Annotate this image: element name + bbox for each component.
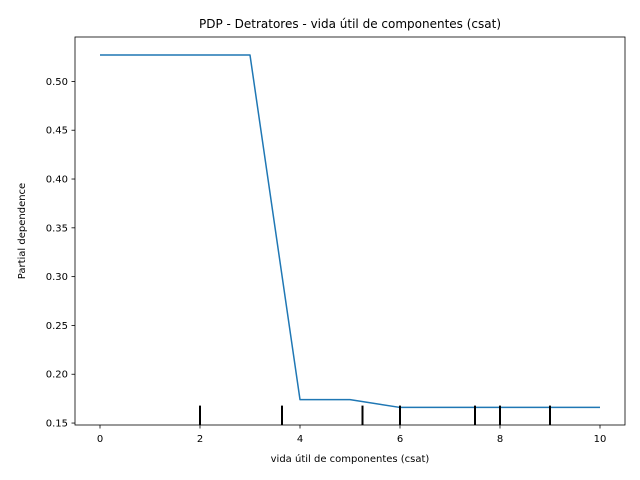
- y-tick-label: 0.50: [46, 77, 68, 88]
- x-axis-label: vida útil de componentes (csat): [271, 453, 430, 465]
- chart-title: PDP - Detratores - vida útil de componen…: [199, 17, 501, 31]
- y-tick-label: 0.15: [46, 419, 68, 430]
- x-tick-label: 10: [594, 434, 607, 445]
- y-axis: 0.15 0.20 0.25 0.30 0.35 0.40 0.45 0.50: [46, 77, 75, 430]
- series-line-0: [100, 54, 600, 409]
- y-tick-label: 0.35: [46, 223, 68, 234]
- x-tick-label: 2: [197, 434, 203, 445]
- y-tick-label: 0.25: [46, 321, 68, 332]
- x-tick-label: 0: [97, 434, 103, 445]
- y-tick-label: 0.20: [46, 370, 68, 381]
- y-tick-label: 0.40: [46, 175, 68, 186]
- x-tick-label: 4: [297, 434, 303, 445]
- x-tick-label: 6: [397, 434, 403, 445]
- y-axis-label: Partial dependence: [17, 183, 28, 279]
- axes-frame: [74, 36, 626, 426]
- y-tick-label: 0.30: [46, 272, 68, 283]
- x-axis: 0 2 4 6 8 10: [97, 425, 607, 445]
- plot-area: [74, 36, 626, 426]
- y-tick-label: 0.45: [46, 126, 68, 137]
- x-tick-label: 8: [497, 434, 503, 445]
